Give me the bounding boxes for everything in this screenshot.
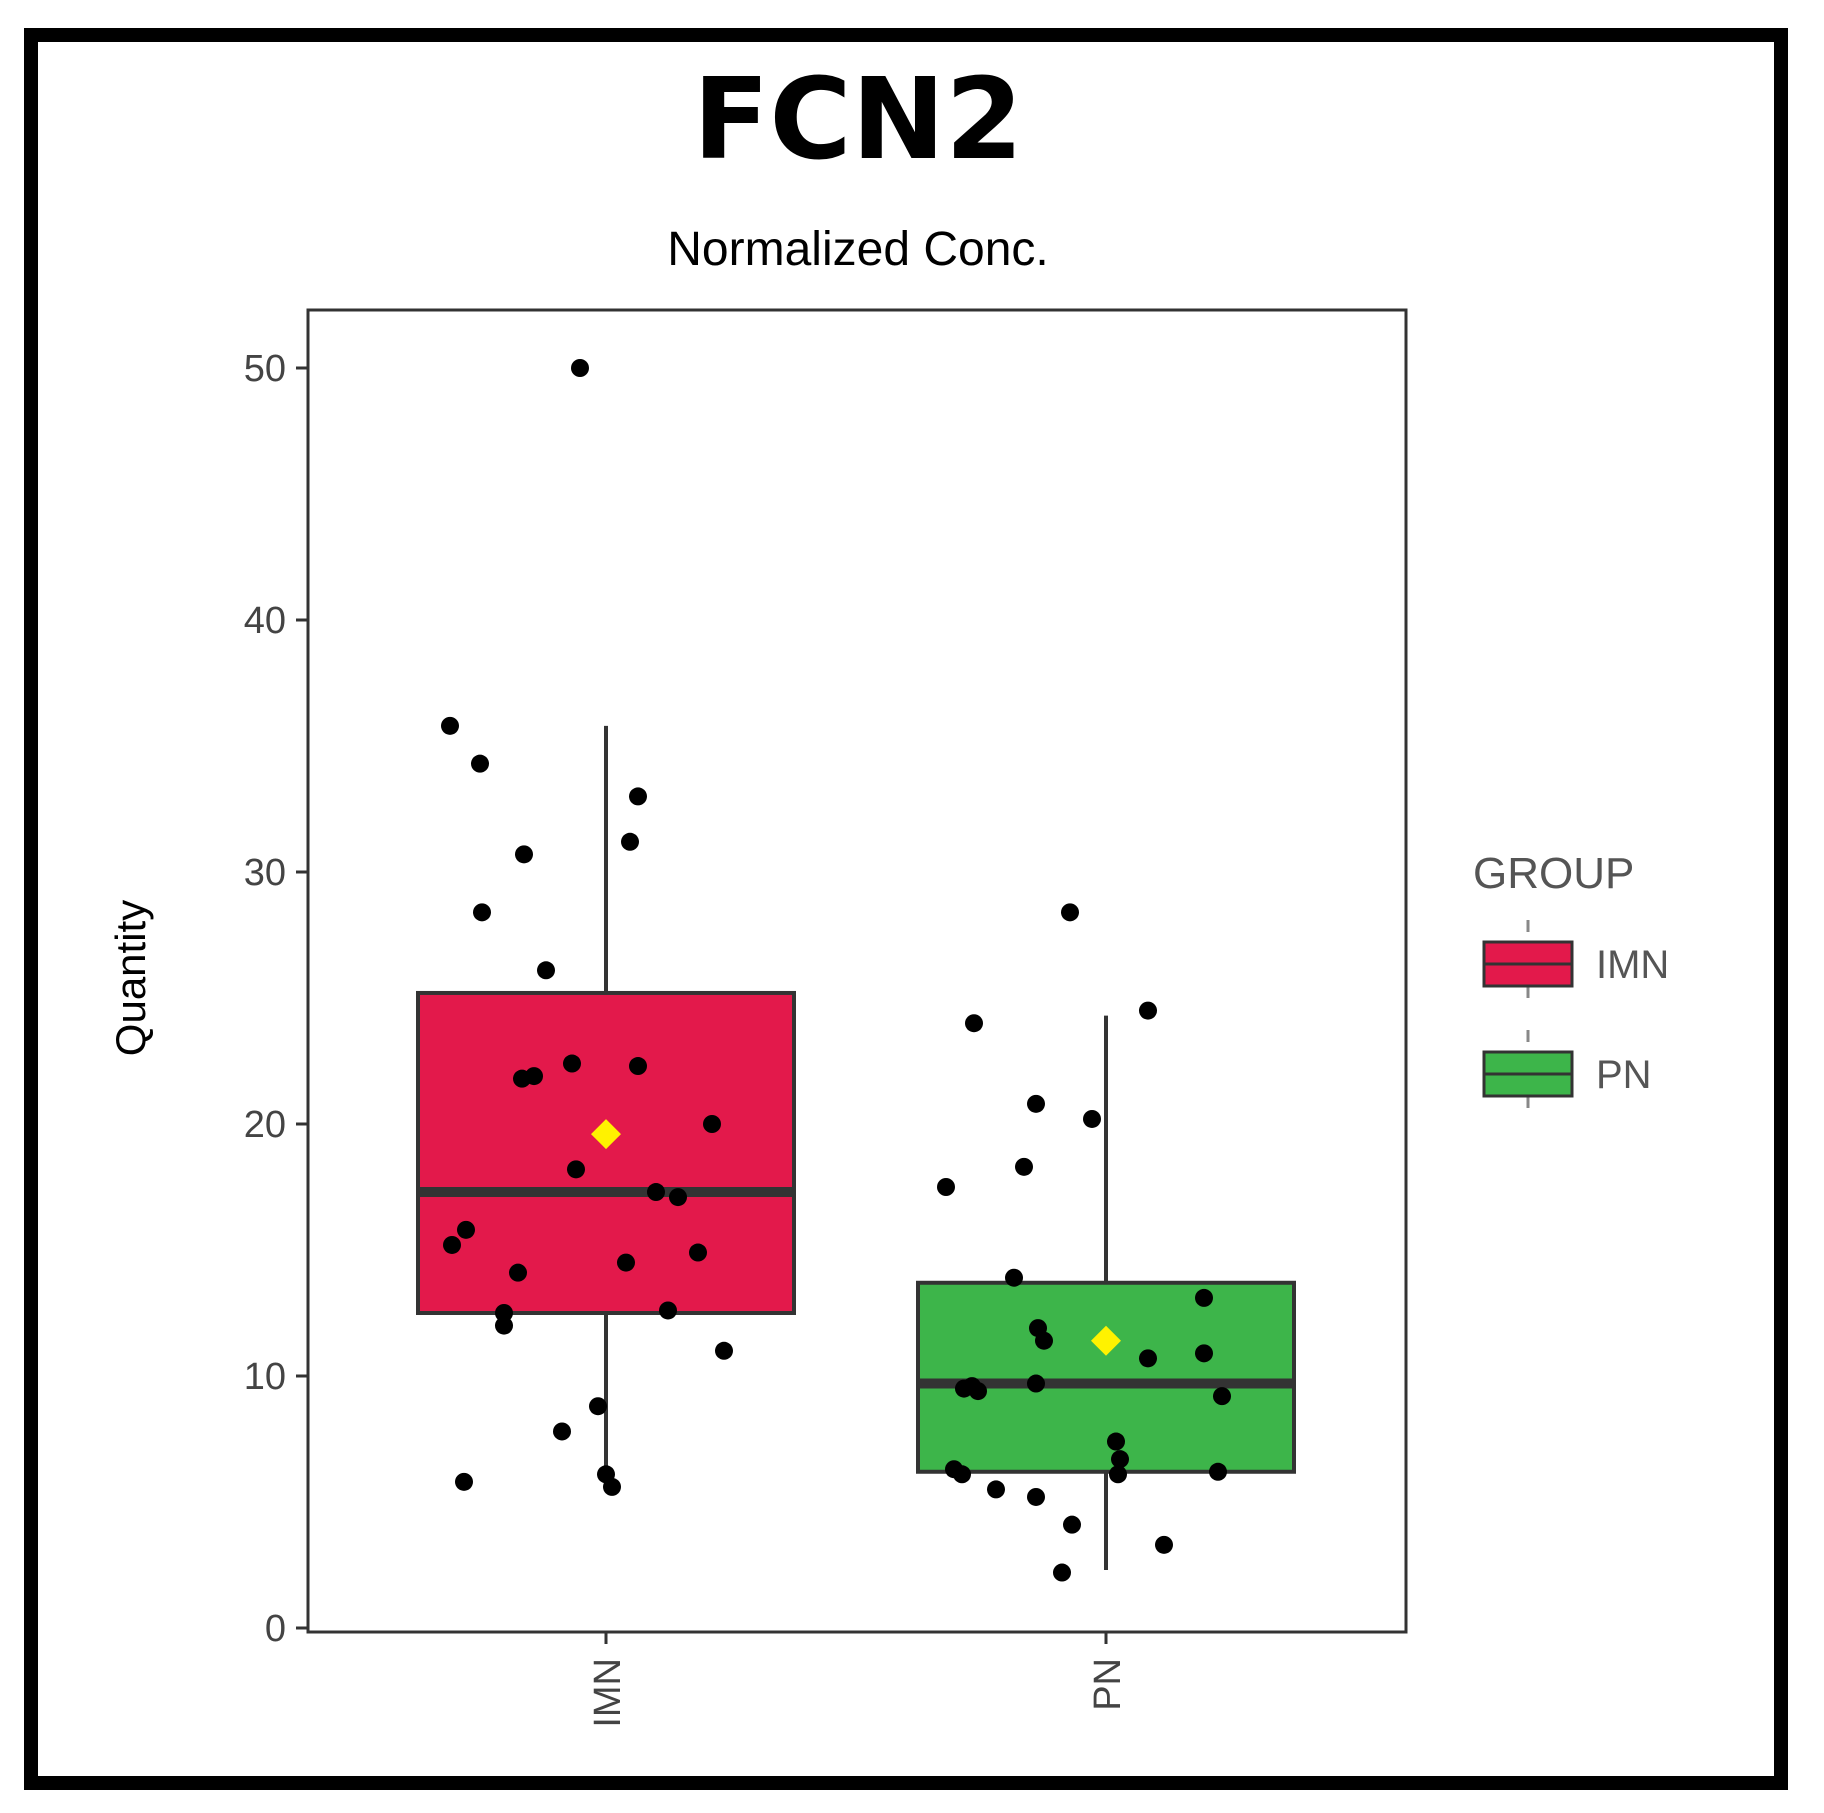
pn-data-point	[1061, 903, 1079, 922]
y-tick-label: 20	[244, 1104, 286, 1146]
y-tick-label: 30	[244, 852, 286, 894]
imn-data-point	[455, 1472, 473, 1491]
pn-data-point	[1139, 1001, 1157, 1020]
imn-data-point	[567, 1160, 585, 1179]
imn-data-point	[571, 359, 589, 377]
chart-subtitle: Normalized Conc.	[667, 223, 1048, 276]
imn-data-point	[621, 832, 639, 851]
imn-data-point	[473, 903, 491, 922]
imn-data-point	[629, 1057, 647, 1076]
pn-data-point	[1005, 1268, 1023, 1287]
chart-title: FCN2	[693, 55, 1023, 185]
pn-data-point	[1195, 1344, 1213, 1363]
pn-data-point	[1063, 1515, 1081, 1534]
legend-label-imn: IMN	[1596, 943, 1669, 987]
imn-data-point	[509, 1263, 527, 1282]
y-tick-label: 50	[244, 348, 286, 390]
pn-data-point	[1209, 1462, 1227, 1481]
imn-data-point	[603, 1477, 621, 1496]
imn-mean-marker	[591, 1119, 621, 1150]
imn-data-point	[537, 961, 555, 980]
x-tick-label: IMN	[587, 1658, 629, 1728]
pn-data-point	[1139, 1349, 1157, 1368]
x-tick-label: PN	[1087, 1658, 1129, 1711]
imn-data-point	[495, 1316, 513, 1335]
imn-data-point	[443, 1235, 461, 1254]
imn-data-point	[553, 1422, 571, 1441]
imn-data-point	[515, 845, 533, 864]
y-axis-label: Quantity	[107, 900, 154, 1056]
imn-data-point	[715, 1341, 733, 1360]
pn-data-point	[1035, 1331, 1053, 1350]
imn-data-point	[563, 1054, 581, 1073]
pn-data-point	[1083, 1109, 1101, 1128]
pn-box	[916, 1280, 1296, 1474]
pn-mean-marker	[1091, 1325, 1121, 1356]
pn-data-point	[1111, 1450, 1129, 1469]
pn-data-point	[1109, 1465, 1127, 1484]
means-layer	[591, 1119, 1121, 1356]
pn-data-point	[987, 1480, 1005, 1499]
boxes-layer	[416, 725, 1296, 1571]
pn-data-point	[1213, 1387, 1231, 1406]
imn-data-point	[647, 1183, 665, 1202]
imn-data-point	[659, 1301, 677, 1320]
y-tick-label: 10	[244, 1356, 286, 1398]
imn-data-point	[629, 787, 647, 806]
pn-data-point	[1053, 1563, 1071, 1582]
pn-data-point	[969, 1382, 987, 1401]
imn-data-point	[457, 1220, 475, 1239]
y-axis: 0 10 20 30 40 50	[244, 348, 308, 1650]
imn-data-point	[525, 1067, 543, 1086]
y-tick-label: 0	[265, 1608, 286, 1650]
y-tick-label: 40	[244, 600, 286, 642]
pn-data-point	[1027, 1094, 1045, 1113]
imn-box	[416, 990, 796, 1316]
imn-data-point	[441, 716, 459, 735]
pn-data-point	[953, 1465, 971, 1484]
imn-data-point	[495, 1304, 513, 1322]
imn-data-point	[589, 1397, 607, 1416]
pn-data-point	[1107, 1432, 1125, 1451]
legend-title: GROUP	[1473, 849, 1634, 898]
imn-data-point	[471, 754, 489, 773]
points-layer	[441, 359, 1231, 1582]
imn-data-point	[689, 1243, 707, 1262]
pn-data-point	[1195, 1288, 1213, 1307]
pn-data-point	[1155, 1535, 1173, 1554]
legend: GROUP IMN PN	[1473, 849, 1669, 1118]
pn-data-point	[1027, 1487, 1045, 1506]
legend-label-pn: PN	[1596, 1053, 1652, 1097]
pn-data-point	[937, 1178, 955, 1196]
pn-data-point	[1015, 1157, 1033, 1176]
imn-data-point	[703, 1115, 721, 1133]
pn-data-point	[1027, 1374, 1045, 1393]
pn-data-point	[965, 1014, 983, 1033]
imn-data-point	[669, 1188, 687, 1207]
imn-data-point	[617, 1253, 635, 1272]
x-axis: IMN PN	[587, 1632, 1129, 1728]
